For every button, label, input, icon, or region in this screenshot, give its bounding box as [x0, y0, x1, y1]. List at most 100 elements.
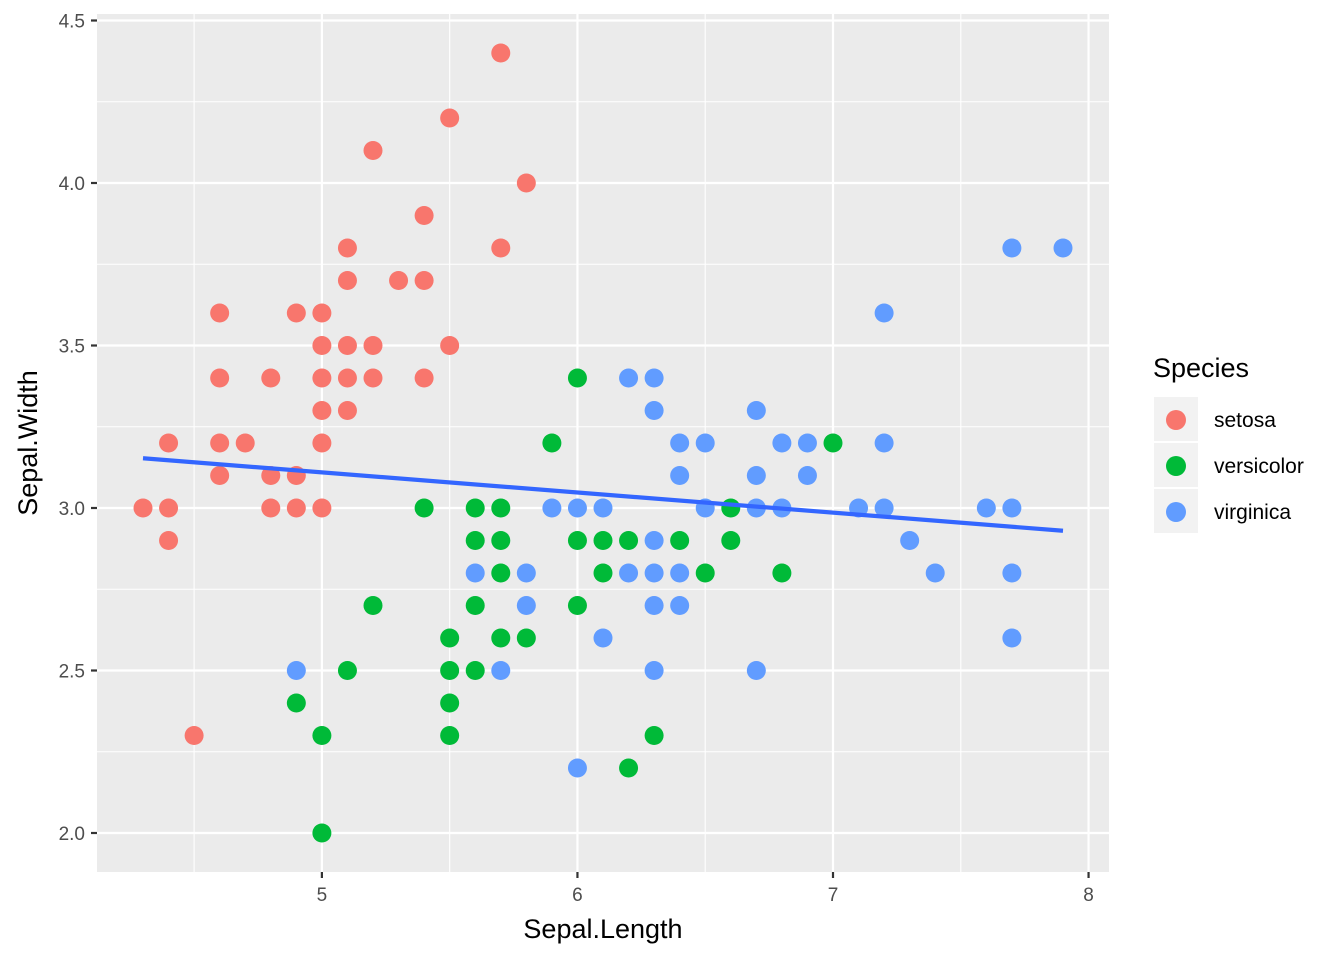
data-point-setosa — [337, 401, 357, 420]
x-tick-labels: 5 6 7 8 — [317, 885, 1094, 906]
data-point-setosa — [312, 336, 332, 355]
data-point-setosa — [337, 271, 357, 290]
data-point-versicolor — [542, 433, 562, 453]
data-point-versicolor — [465, 661, 485, 680]
data-point-virginica — [619, 368, 639, 388]
data-point-virginica — [670, 596, 690, 615]
data-point-versicolor — [670, 531, 690, 550]
data-point-setosa — [210, 303, 230, 323]
data-point-virginica — [1002, 628, 1022, 648]
data-point-virginica — [746, 401, 766, 420]
data-point-virginica — [900, 531, 920, 550]
data-point-versicolor — [337, 661, 357, 680]
data-point-setosa — [363, 336, 383, 355]
data-point-versicolor — [772, 563, 792, 583]
data-point-versicolor — [593, 531, 613, 550]
data-point-setosa — [159, 433, 179, 453]
data-point-setosa — [440, 108, 460, 128]
data-point-virginica — [644, 563, 664, 583]
data-point-versicolor — [567, 368, 587, 388]
data-point-setosa — [159, 498, 179, 518]
data-point-virginica — [286, 661, 306, 680]
data-point-virginica — [567, 758, 587, 778]
data-point-setosa — [337, 336, 357, 355]
y-axis-title: Sepal.Width — [13, 370, 43, 516]
data-point-virginica — [670, 466, 690, 485]
data-point-virginica — [644, 596, 664, 615]
data-point-setosa — [337, 238, 357, 258]
data-point-virginica — [670, 563, 690, 583]
data-point-virginica — [670, 433, 690, 453]
data-point-versicolor — [721, 498, 741, 518]
data-point-setosa — [363, 368, 383, 388]
data-point-virginica — [593, 498, 613, 518]
data-point-virginica — [746, 661, 766, 680]
data-point-versicolor — [440, 693, 460, 713]
data-point-virginica — [465, 563, 485, 583]
data-point-setosa — [414, 271, 434, 290]
data-point-versicolor — [823, 433, 843, 453]
legend-label-virginica: virginica — [1214, 501, 1291, 524]
legend-label-versicolor: versicolor — [1214, 455, 1304, 478]
data-point-virginica — [772, 433, 792, 453]
data-point-virginica — [644, 401, 664, 420]
data-point-versicolor — [721, 531, 741, 550]
plot-panel — [97, 14, 1109, 872]
data-point-virginica — [1053, 238, 1073, 258]
data-point-virginica — [644, 368, 664, 388]
data-point-versicolor — [363, 596, 383, 615]
data-point-setosa — [235, 433, 255, 453]
data-point-versicolor — [465, 498, 485, 518]
legend-swatch-setosa — [1166, 410, 1186, 430]
trend-line-group — [142, 456, 1064, 533]
data-point-virginica — [797, 433, 817, 453]
data-point-setosa — [286, 303, 306, 323]
legend-swatch-virginica — [1166, 502, 1186, 522]
data-point-setosa — [337, 368, 357, 388]
data-point-setosa — [414, 206, 434, 225]
trend-line — [142, 456, 1064, 533]
y-tick-label: 3.0 — [59, 499, 85, 520]
data-point-versicolor — [465, 531, 485, 550]
data-point-virginica — [1002, 238, 1022, 258]
data-point-virginica — [976, 498, 996, 518]
data-point-setosa — [184, 726, 204, 745]
data-point-versicolor — [491, 628, 511, 648]
data-point-virginica — [874, 433, 894, 453]
data-point-virginica — [695, 433, 715, 453]
data-point-setosa — [312, 368, 332, 388]
data-point-versicolor — [567, 596, 587, 615]
data-point-virginica — [925, 563, 945, 583]
data-point-setosa — [312, 401, 332, 420]
y-tick-label: 3.5 — [59, 337, 85, 358]
data-point-versicolor — [491, 498, 511, 518]
data-point-versicolor — [619, 758, 639, 778]
data-point-setosa — [312, 498, 332, 518]
data-point-versicolor — [695, 563, 715, 583]
y-tick-label: 4.5 — [59, 12, 85, 33]
data-point-virginica — [593, 628, 613, 648]
data-point-setosa — [159, 531, 179, 550]
data-point-setosa — [312, 433, 332, 453]
data-point-versicolor — [644, 726, 664, 745]
x-tick-label: 8 — [1083, 885, 1094, 906]
data-point-setosa — [440, 336, 460, 355]
data-point-versicolor — [491, 531, 511, 550]
data-point-versicolor — [414, 498, 434, 518]
data-point-versicolor — [286, 693, 306, 713]
y-tick-label: 4.0 — [59, 174, 85, 195]
data-point-versicolor — [516, 628, 536, 648]
data-point-setosa — [286, 498, 306, 518]
legend-swatch-versicolor — [1166, 456, 1186, 476]
data-point-virginica — [567, 498, 587, 518]
data-point-versicolor — [593, 563, 613, 583]
legend-label-setosa: setosa — [1214, 409, 1276, 432]
legend-title: Species — [1153, 353, 1249, 383]
data-point-versicolor — [619, 531, 639, 550]
data-point-setosa — [491, 238, 511, 258]
y-tick-label: 2.0 — [59, 824, 85, 845]
data-point-virginica — [619, 563, 639, 583]
data-point-versicolor — [312, 726, 332, 745]
data-point-setosa — [261, 368, 281, 388]
